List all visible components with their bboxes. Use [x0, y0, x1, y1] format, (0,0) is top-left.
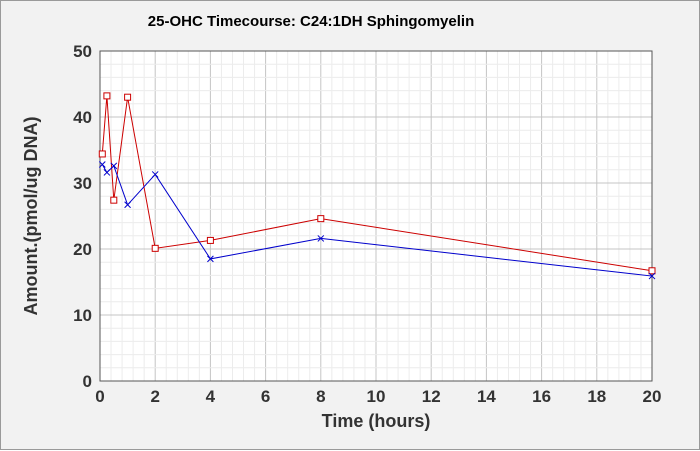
series-2	[98, 161, 656, 280]
x-tick-label: 8	[316, 387, 325, 406]
y-tick-label: 10	[73, 306, 92, 325]
grid	[99, 50, 653, 382]
data-point-square	[648, 267, 656, 275]
y-tick-label: 0	[83, 372, 92, 391]
y-tick-label: 30	[73, 174, 92, 193]
x-axis-label: Time (hours)	[322, 411, 431, 431]
data-point-square	[110, 196, 118, 204]
x-tick-label: 14	[477, 387, 496, 406]
data-point-x	[151, 171, 159, 178]
x-tick-label: 0	[95, 387, 104, 406]
plot-area	[99, 50, 653, 382]
data-point-x	[207, 255, 214, 263]
data-point-x	[98, 161, 106, 168]
data-point-square	[206, 236, 214, 244]
y-tick-label: 20	[73, 240, 92, 259]
data-point-x	[648, 272, 656, 280]
x-tick-label: 6	[261, 387, 270, 406]
x-tick-label: 4	[206, 387, 216, 406]
series-layer	[98, 92, 656, 280]
chart-title: 25-OHC Timecourse: C24:1DH Sphingomyelin	[148, 13, 474, 30]
x-tick-label: 10	[367, 387, 386, 406]
data-point-square	[317, 215, 325, 223]
x-tick-label: 16	[532, 387, 551, 406]
series-line	[101, 95, 653, 272]
data-point-square	[103, 92, 111, 100]
data-point-x	[110, 162, 118, 170]
data-point-square	[151, 244, 159, 252]
x-tick-label: 2	[150, 387, 159, 406]
tick-labels: 0 2 4 6 8 10 12 14 16 18 20 0 10 20 30 40 50	[73, 42, 661, 406]
y-tick-label: 40	[73, 108, 92, 127]
y-tick-label: 50	[73, 42, 92, 61]
data-point-x	[124, 201, 131, 209]
x-tick-label: 12	[422, 387, 441, 406]
data-point-x	[103, 169, 111, 176]
data-point-x	[317, 235, 325, 242]
data-point-square	[124, 93, 132, 101]
x-tick-label: 18	[587, 387, 606, 406]
x-tick-label: 20	[643, 387, 662, 406]
data-point-square	[98, 150, 106, 158]
y-axis-label: Amount.(pmol/ug DNA)	[21, 117, 41, 316]
series-1	[98, 92, 656, 275]
